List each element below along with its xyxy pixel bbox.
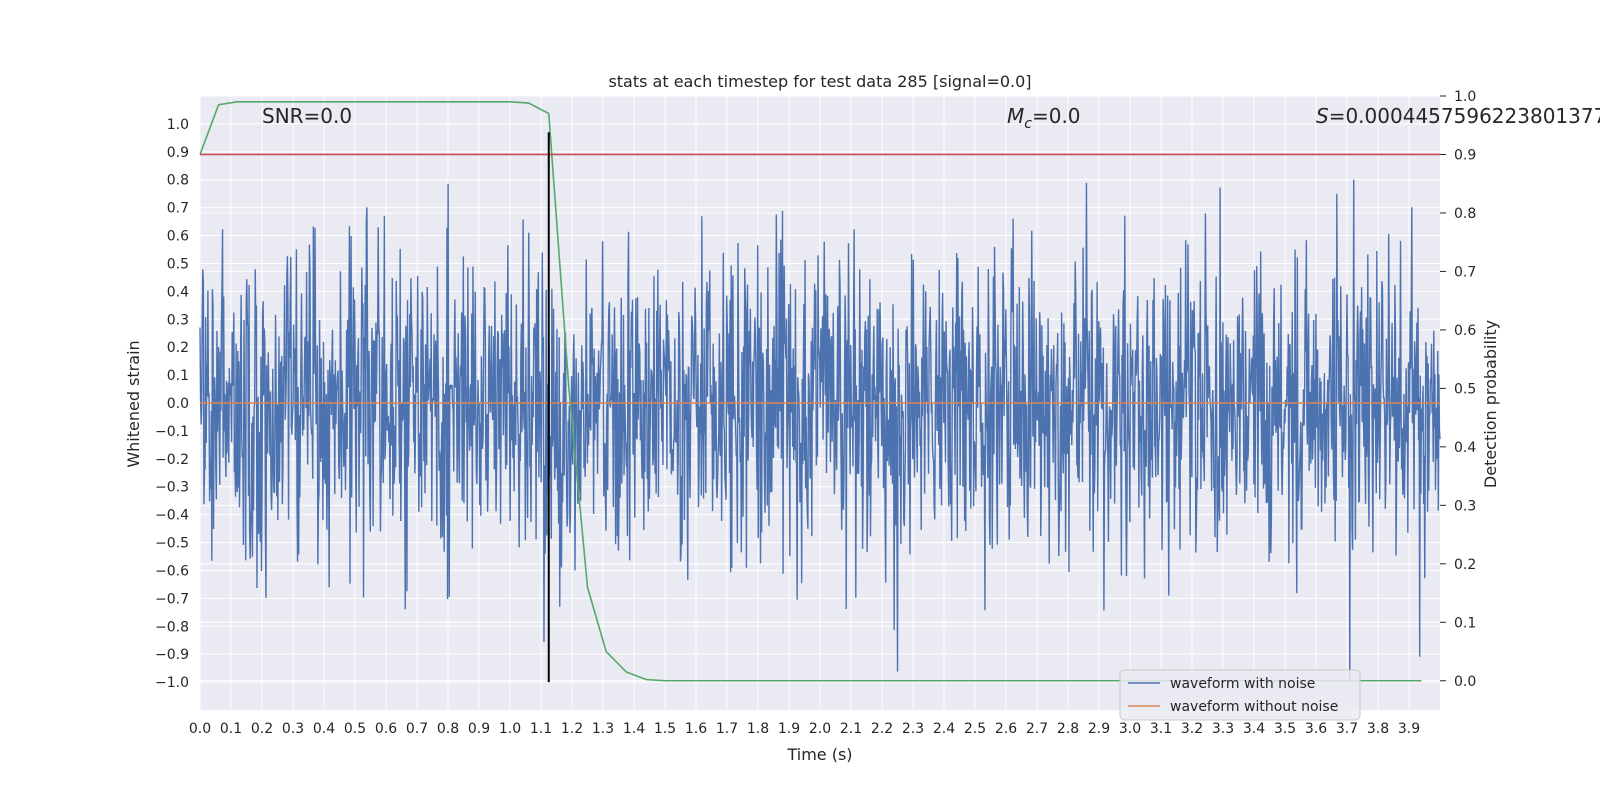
s-symbol: S [1316,104,1329,128]
x-tick-label: 1.6 [685,721,707,737]
x-tick-label: 2.2 [871,721,893,737]
y-tick-label: 0.1 [167,368,189,384]
mc-annotation: Mc=0.0 [1007,104,1081,132]
x-tick-label: 2.5 [964,721,986,737]
y-tick-label: 0.8 [167,173,189,189]
x-tick-label: 0.9 [468,721,490,737]
y-tick-label: −0.7 [155,591,189,607]
x-tick-label: 3.3 [1212,721,1234,737]
x-tick-label: 3.9 [1398,721,1420,737]
legend-box [1119,669,1361,721]
y2-tick-label: 0.5 [1454,381,1476,397]
x-tick-label: 1.5 [654,721,676,737]
legend: waveform with noise waveform without noi… [1119,669,1361,721]
mc-subscript: c [1024,116,1032,132]
x-tick-label: 0.7 [406,721,428,737]
x-tick-label: 1.1 [530,721,552,737]
x-tick-label: 0.8 [437,721,459,737]
x-tick-label: 0.0 [189,721,211,737]
x-tick-label: 2.6 [995,721,1017,737]
x-tick-label: 2.4 [933,721,955,737]
waveform-with-noise-line [199,179,1441,680]
y-tick-label: 0.0 [167,396,189,412]
chart-title: stats at each timestep for test data 285… [608,72,1031,91]
x-tick-label: 0.6 [375,721,397,737]
x-tick-label: 1.0 [499,721,521,737]
y2-tick-label: 0.2 [1454,557,1476,573]
x-tick-label: 1.2 [561,721,583,737]
y2-tick-label: 0.3 [1454,498,1476,514]
x-tick-label: 2.8 [1057,721,1079,737]
y-tick-label: 1.0 [167,117,189,133]
x-tick-label: 2.7 [1026,721,1048,737]
x-tick-label: 3.1 [1150,721,1172,737]
x-tick-label: 2.9 [1088,721,1110,737]
y-tick-label: −0.1 [155,424,189,440]
x-tick-label: 1.7 [716,721,738,737]
y-tick-label: −0.8 [155,619,189,635]
x-axis-label: Time (s) [786,745,852,764]
x-tick-label: 3.6 [1305,721,1327,737]
y-tick-label: −0.6 [155,563,189,579]
y-tick-label: 0.9 [167,145,189,161]
series-waveform-with-noise [199,179,1441,680]
x-tick-labels: 0.0 0.1 0.2 0.3 0.4 0.5 0.6 0.7 0.8 0.9 1.0 1.1 1.2 1… [189,721,1420,737]
y2-tick-label: 1.0 [1454,89,1476,105]
y-tick-label: −0.3 [155,480,189,496]
x-tick-label: 3.4 [1243,721,1265,737]
y2-tick-label: 0.0 [1454,674,1476,690]
y-tick-label: −1.0 [155,675,189,691]
snr-annotation: SNR=0.0 [262,104,352,128]
x-tick-label: 3.5 [1274,721,1296,737]
s-annotation: S=0.0004457596223801377 [1316,104,1600,128]
x-tick-label: 2.3 [902,721,924,737]
x-tick-label: 2.0 [809,721,831,737]
legend-label-clean: waveform without noise [1170,699,1338,715]
mc-symbol: M [1007,104,1024,128]
x-tick-label: 3.8 [1367,721,1389,737]
mc-value: =0.0 [1032,104,1081,128]
y-tick-label: 0.4 [167,284,189,300]
y-tick-label: −0.2 [155,452,189,468]
x-tick-label: 2.1 [840,721,862,737]
y-tick-label: −0.9 [155,647,189,663]
y-tick-label: 0.6 [167,229,189,245]
x-tick-label: 0.1 [220,721,242,737]
y2-tick-label: 0.9 [1454,147,1476,163]
x-tick-label: 0.2 [251,721,273,737]
x-tick-label: 0.5 [344,721,366,737]
y-tick-labels: 1.0 0.9 0.8 0.7 0.6 0.5 0.4 0.3 0.2 0.1 0.0 −0.1 −0.… [155,117,189,691]
y2-tick-labels: 1.0 0.9 0.8 0.7 0.6 0.5 0.4 0.3 0.2 0.1 0.0 [1440,89,1476,690]
x-tick-label: 0.4 [313,721,335,737]
y2-tick-label: 0.7 [1454,264,1476,280]
y-tick-label: −0.5 [155,536,189,552]
x-tick-label: 0.3 [282,721,304,737]
y2-tick-label: 0.6 [1454,323,1476,339]
x-tick-label: 1.4 [623,721,645,737]
y-tick-label: 0.3 [167,312,189,328]
s-value: =0.0004457596223801377 [1329,104,1600,128]
x-tick-label: 3.0 [1119,721,1141,737]
y2-tick-label: 0.8 [1454,206,1476,222]
x-tick-label: 1.3 [592,721,614,737]
detection-probability-line [199,101,1422,682]
y-tick-label: 0.2 [167,340,189,356]
x-tick-label: 3.2 [1181,721,1203,737]
y-tick-label: −0.4 [155,508,189,524]
y2-tick-label: 0.1 [1454,615,1476,631]
x-tick-label: 1.9 [778,721,800,737]
y-axis-label: Whitened strain [124,340,143,467]
y-tick-label: 0.7 [167,201,189,217]
y2-axis-label: Detection probability [1481,320,1500,488]
x-tick-label: 3.7 [1336,721,1358,737]
y-tick-label: 0.5 [167,256,189,272]
series-lines [199,101,1440,683]
y2-tick-label: 0.4 [1454,440,1476,456]
legend-label-noise: waveform with noise [1170,676,1315,692]
x-tick-label: 1.8 [747,721,769,737]
